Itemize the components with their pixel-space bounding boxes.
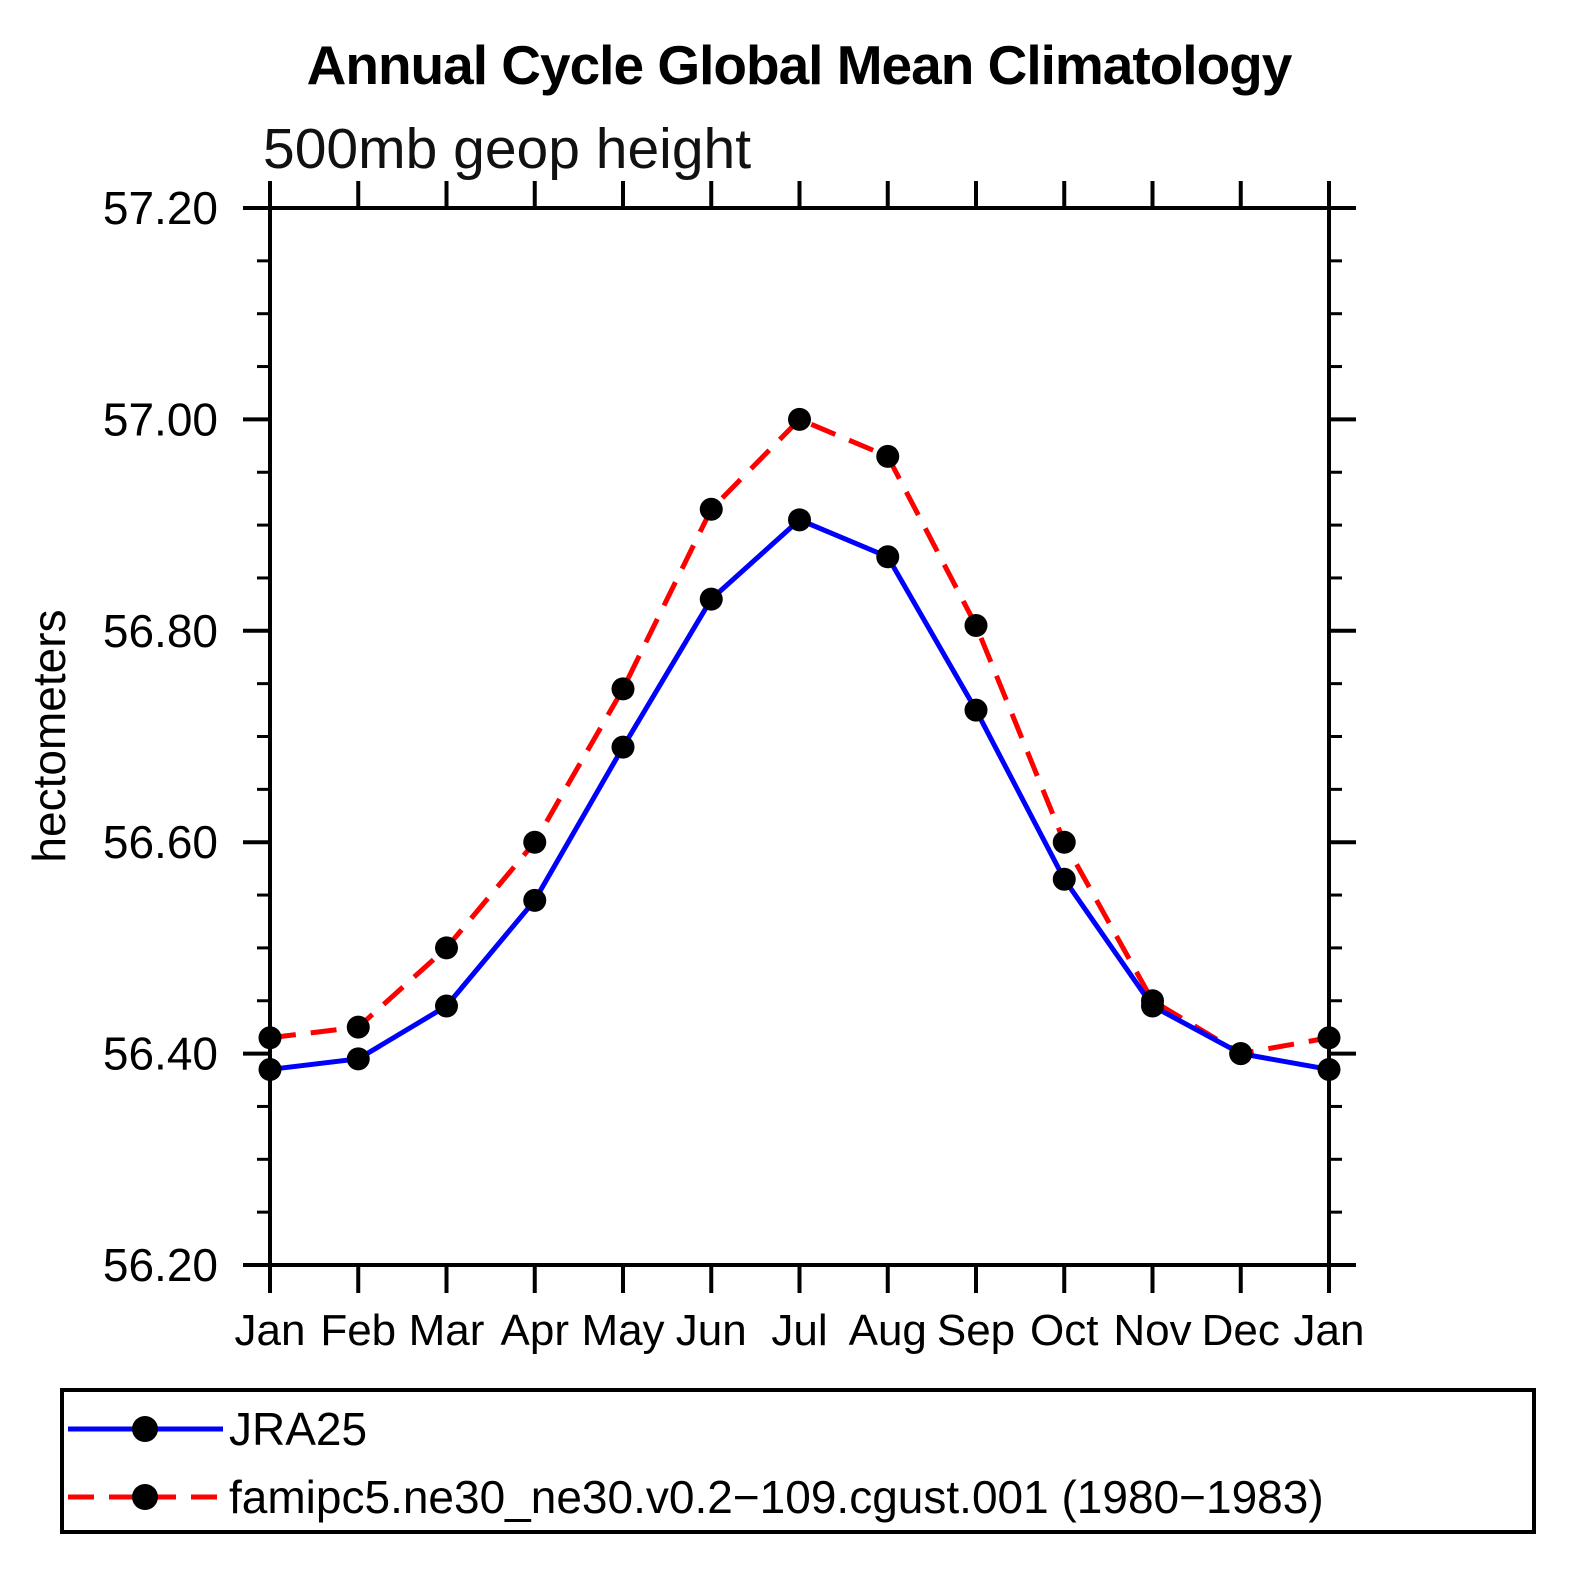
data-point-marker (788, 407, 811, 431)
data-point-marker (258, 1057, 282, 1081)
x-tick-label: Jul (771, 1306, 827, 1355)
x-tick-label: Jun (676, 1306, 747, 1355)
data-point-marker (523, 888, 547, 912)
data-point-marker (523, 830, 547, 854)
data-point-marker (1317, 1057, 1341, 1081)
data-point-marker (1141, 994, 1164, 1018)
x-tick-label: Jan (1294, 1306, 1365, 1355)
x-tick-label: Aug (849, 1306, 927, 1355)
data-point-marker (876, 444, 900, 468)
data-point-marker (876, 545, 900, 569)
data-point-marker (788, 508, 811, 532)
legend-label-model: famipc5.ne30_ne30.v0.2−109.cgust.001 (19… (229, 1471, 1324, 1523)
y-tick-label: 56.60 (103, 816, 218, 868)
y-tick-label: 56.20 (103, 1239, 218, 1291)
series-line-jra25 (269, 516, 1330, 1072)
y-tick-label: 57.20 (103, 182, 218, 234)
legend-swatches (68, 1416, 223, 1510)
legend-sample-marker (132, 1416, 158, 1442)
data-point-marker (1229, 1042, 1253, 1066)
data-point-marker (1052, 830, 1076, 854)
chart-title: Annual Cycle Global Mean Climatology (307, 34, 1293, 96)
data-point-marker (611, 677, 635, 701)
data-point-marker (699, 587, 723, 611)
y-axis-label: hectometers (23, 609, 75, 862)
legend-box (60, 1388, 1536, 1534)
plot-area: 56.20 56.40 56.60 56.80 57.00 57.20 Jan Feb Mar A… (103, 181, 1365, 1355)
data-point-marker (346, 1047, 370, 1071)
data-point-marker (611, 735, 635, 759)
y-tick-label: 56.80 (103, 605, 218, 657)
data-point-marker (964, 698, 988, 722)
x-tick-label: Nov (1113, 1306, 1191, 1355)
data-point-marker (258, 1026, 282, 1050)
x-tick-label: May (581, 1306, 664, 1355)
x-tick-label: Feb (320, 1306, 396, 1355)
data-point-marker (1052, 867, 1076, 891)
x-tick-label: Mar (409, 1306, 485, 1355)
data-point-marker (964, 614, 988, 638)
y-tick-label: 56.40 (103, 1028, 218, 1080)
data-point-marker (699, 497, 723, 521)
x-tick-label: Apr (501, 1306, 569, 1355)
legend-label-jra25: JRA25 (229, 1403, 367, 1455)
data-point-marker (435, 994, 458, 1018)
plot-frame (268, 206, 1331, 1267)
x-tick-label: Sep (937, 1306, 1015, 1355)
x-tick-label: Oct (1030, 1306, 1098, 1355)
data-point-marker (1317, 1026, 1341, 1050)
legend: JRA25 famipc5.ne30_ne30.v0.2−109.cgust.0… (60, 1388, 1536, 1534)
legend-sample-marker (132, 1484, 158, 1510)
data-point-marker (346, 1015, 370, 1039)
y-tick-label: 57.00 (103, 393, 218, 445)
x-tick-label: Dec (1202, 1306, 1280, 1355)
chart-subtitle: 500mb geop height (263, 117, 751, 181)
data-point-marker (435, 936, 458, 960)
x-tick-label: Jan (235, 1306, 306, 1355)
